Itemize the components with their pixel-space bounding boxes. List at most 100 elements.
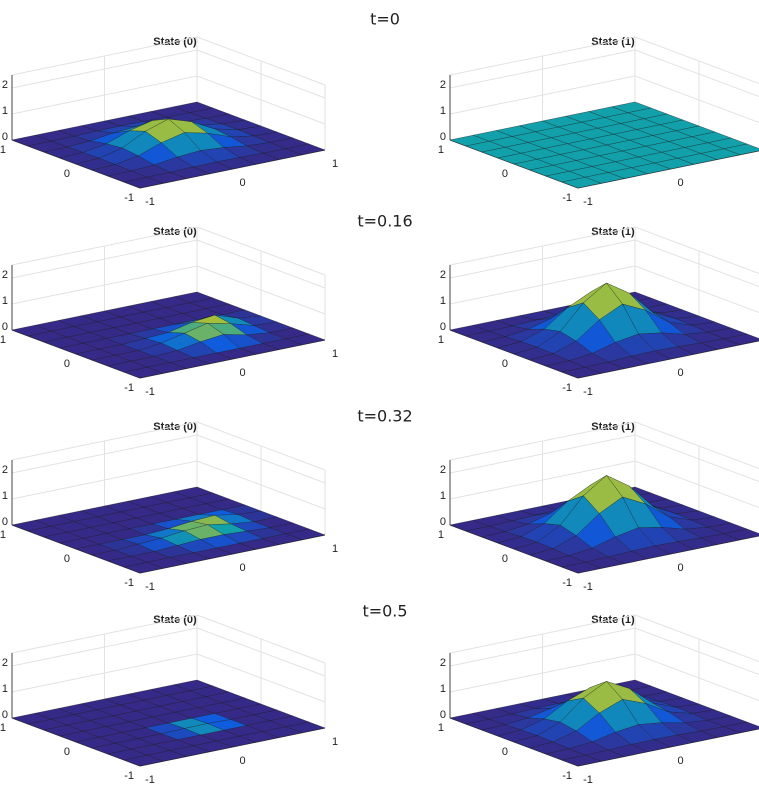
y-tick-label: -1 — [124, 577, 134, 589]
surface-patch — [561, 755, 602, 767]
z-tick-label: 1 — [440, 295, 446, 307]
subplot: State (0)012-101-101 — [0, 226, 338, 398]
y-tick-label: 1 — [438, 722, 444, 734]
z-tick-label: 2 — [440, 269, 446, 281]
z-tick-label: 2 — [2, 79, 8, 91]
z-tick-label: 1 — [2, 490, 8, 502]
y-tick-label: -1 — [562, 382, 572, 394]
y-tick-label: -1 — [562, 192, 572, 204]
x-tick-label: 1 — [332, 543, 338, 555]
z-grid-line — [11, 49, 326, 99]
z-tick-label: 1 — [440, 683, 446, 695]
y-tick-label: -1 — [124, 192, 134, 204]
y-tick-label: 1 — [438, 529, 444, 541]
x-tick-label: 0 — [677, 367, 683, 379]
box-edge — [634, 421, 759, 470]
z-tick-label: 0 — [2, 131, 8, 143]
z-tick-label: 1 — [440, 105, 446, 117]
z-tick-label: 0 — [2, 709, 8, 721]
surface-patch — [561, 367, 602, 379]
z-tick-label: 2 — [440, 79, 446, 91]
subplot: State (0)012-101-101 — [0, 36, 338, 208]
z-tick-label: 0 — [2, 321, 8, 333]
time-label: t=0.16 — [357, 212, 412, 231]
x-tick-label: 0 — [239, 367, 245, 379]
surface-patch — [561, 177, 602, 189]
z-grid-line — [449, 49, 759, 98]
x-tick-label: 0 — [677, 755, 683, 767]
z-tick-label: 0 — [440, 709, 446, 721]
x-tick-label: 1 — [332, 736, 338, 748]
x-tick-label: -1 — [145, 581, 155, 593]
surface-patch — [123, 562, 164, 574]
z-grid-line — [11, 239, 326, 289]
y-tick-label: 1 — [438, 144, 444, 156]
x-tick-label: 0 — [677, 562, 683, 574]
subplot: State (1)012-101-101 — [438, 226, 759, 398]
x-tick-label: -1 — [145, 386, 155, 398]
z-tick-label: 1 — [2, 295, 8, 307]
z-grid-line — [11, 627, 326, 677]
y-tick-label: 0 — [64, 358, 70, 370]
x-tick-label: 0 — [239, 562, 245, 574]
x-tick-label: 0 — [677, 177, 683, 189]
surface-patch — [123, 177, 164, 189]
z-tick-label: 2 — [440, 657, 446, 669]
box-edge — [634, 226, 759, 275]
y-tick-label: 0 — [64, 553, 70, 565]
z-tick-label: 1 — [440, 490, 446, 502]
z-tick-label: 2 — [2, 657, 8, 669]
y-tick-label: 0 — [502, 746, 508, 758]
y-tick-label: -1 — [124, 770, 134, 782]
z-tick-label: 0 — [440, 131, 446, 143]
y-tick-label: 0 — [64, 746, 70, 758]
y-tick-label: 0 — [502, 358, 508, 370]
z-tick-label: 1 — [2, 683, 8, 695]
z-grid-line — [449, 434, 759, 483]
z-tick-label: 0 — [440, 516, 446, 528]
x-tick-label: 0 — [239, 177, 245, 189]
z-tick-label: 1 — [2, 105, 8, 117]
y-tick-label: 1 — [438, 334, 444, 346]
x-tick-label: 0 — [239, 755, 245, 767]
subplot: State (1)012-101-101 — [438, 614, 759, 786]
y-tick-label: -1 — [562, 770, 572, 782]
x-tick-label: 1 — [332, 348, 338, 360]
z-tick-label: 0 — [440, 321, 446, 333]
z-grid-line — [449, 627, 759, 676]
subplot: State (1)012-101-101 — [438, 421, 759, 593]
z-tick-label: 2 — [2, 464, 8, 476]
z-tick-label: 2 — [2, 269, 8, 281]
x-tick-label: -1 — [583, 386, 593, 398]
y-tick-label: -1 — [124, 382, 134, 394]
y-tick-label: 0 — [502, 168, 508, 180]
x-tick-label: -1 — [145, 196, 155, 208]
z-grid-line — [11, 434, 326, 484]
x-tick-label: -1 — [583, 581, 593, 593]
y-tick-label: 0 — [64, 168, 70, 180]
subplot: State (1)012-101-101 — [438, 36, 759, 208]
z-tick-label: 2 — [440, 464, 446, 476]
y-tick-label: 1 — [0, 334, 6, 346]
box-edge — [634, 614, 759, 663]
time-label: t=0.5 — [362, 602, 407, 621]
z-tick-label: 0 — [2, 516, 8, 528]
y-tick-label: 1 — [0, 722, 6, 734]
y-tick-label: 1 — [0, 529, 6, 541]
surface-patch — [123, 755, 164, 767]
surface-patch — [123, 367, 164, 379]
subplot: State (0)012-101-101 — [0, 421, 338, 593]
time-label: t=0.32 — [357, 407, 412, 426]
box-edge — [634, 36, 759, 85]
z-grid-line — [449, 239, 759, 288]
x-tick-label: -1 — [583, 774, 593, 786]
y-tick-label: 0 — [502, 553, 508, 565]
x-tick-label: 1 — [332, 158, 338, 170]
surface-patch — [561, 562, 602, 574]
y-tick-label: -1 — [562, 577, 572, 589]
x-tick-label: -1 — [583, 196, 593, 208]
y-tick-label: 1 — [0, 144, 6, 156]
x-tick-label: -1 — [145, 774, 155, 786]
time-label: t=0 — [370, 10, 400, 29]
subplot: State (0)012-101-101 — [0, 614, 338, 786]
